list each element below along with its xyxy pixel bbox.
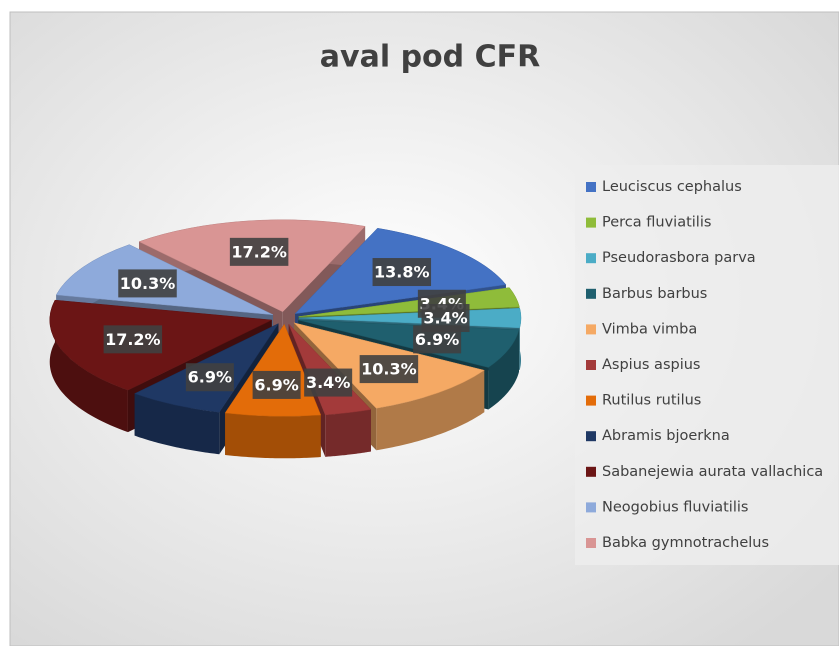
legend-swatch — [586, 288, 596, 299]
legend-swatch — [586, 253, 596, 264]
data-label: 6.9% — [254, 375, 298, 394]
data-label-box — [229, 237, 289, 266]
legend-label: Abramis bjoerkna — [602, 428, 730, 444]
data-label: 6.9% — [415, 330, 459, 349]
legend-swatch — [586, 538, 596, 548]
legend-swatch — [586, 324, 596, 335]
legend-label: Barbus barbus — [602, 286, 707, 302]
data-label-box — [413, 325, 462, 354]
legend-label: Leuciscus cephalus — [602, 179, 742, 195]
legend-label: Neogobius fluviatilis — [602, 499, 748, 515]
data-label: 17.2% — [231, 242, 287, 261]
data-labels: 13.8%3.4%3.4%6.9%10.3%3.4%6.9%6.9%17.2%1… — [103, 237, 470, 399]
data-label-box — [304, 368, 353, 397]
data-label: 6.9% — [188, 368, 232, 387]
data-label-box — [185, 363, 234, 392]
legend-swatch — [586, 360, 596, 370]
legend-swatch — [586, 431, 596, 442]
slice-side — [325, 409, 371, 457]
legend-label: Rutilus rutilus — [602, 393, 701, 409]
slice-side — [49, 300, 128, 433]
data-label-box — [372, 258, 432, 287]
legend-label: Aspius aspius — [602, 357, 700, 373]
data-label-box — [118, 269, 177, 298]
legend-swatch — [586, 466, 596, 477]
legend-label: Babka gymnotrachelus — [602, 535, 769, 551]
data-label-box — [103, 325, 163, 354]
legend-swatch — [586, 395, 596, 406]
legend: Leuciscus cephalus Perca fluviatilis Pseud… — [586, 179, 823, 551]
data-label: 3.4% — [423, 309, 467, 328]
slice-side — [376, 370, 485, 451]
chart-title: aval pod CFR — [320, 40, 540, 75]
slice-side — [225, 412, 321, 459]
legend-swatch — [586, 217, 596, 228]
legend-label: Perca fluviatilis — [602, 215, 711, 231]
legend-swatch — [586, 182, 596, 192]
data-label: 10.3% — [361, 360, 417, 379]
data-label: 17.2% — [105, 330, 161, 349]
data-label-box — [252, 370, 301, 399]
legend-label: Pseudorasbora parva — [602, 250, 756, 266]
legend-box — [575, 165, 839, 565]
data-label: 10.3% — [120, 274, 176, 293]
slice-side — [134, 393, 220, 455]
data-label-box — [359, 355, 419, 384]
slice-side — [488, 329, 519, 410]
legend-label: Vimba vimba — [602, 321, 697, 337]
data-label: 13.8% — [374, 263, 430, 282]
data-label: 3.4% — [306, 373, 350, 392]
legend-swatch — [586, 502, 596, 513]
legend-label: Sabanejewia aurata vallachica — [602, 464, 823, 480]
